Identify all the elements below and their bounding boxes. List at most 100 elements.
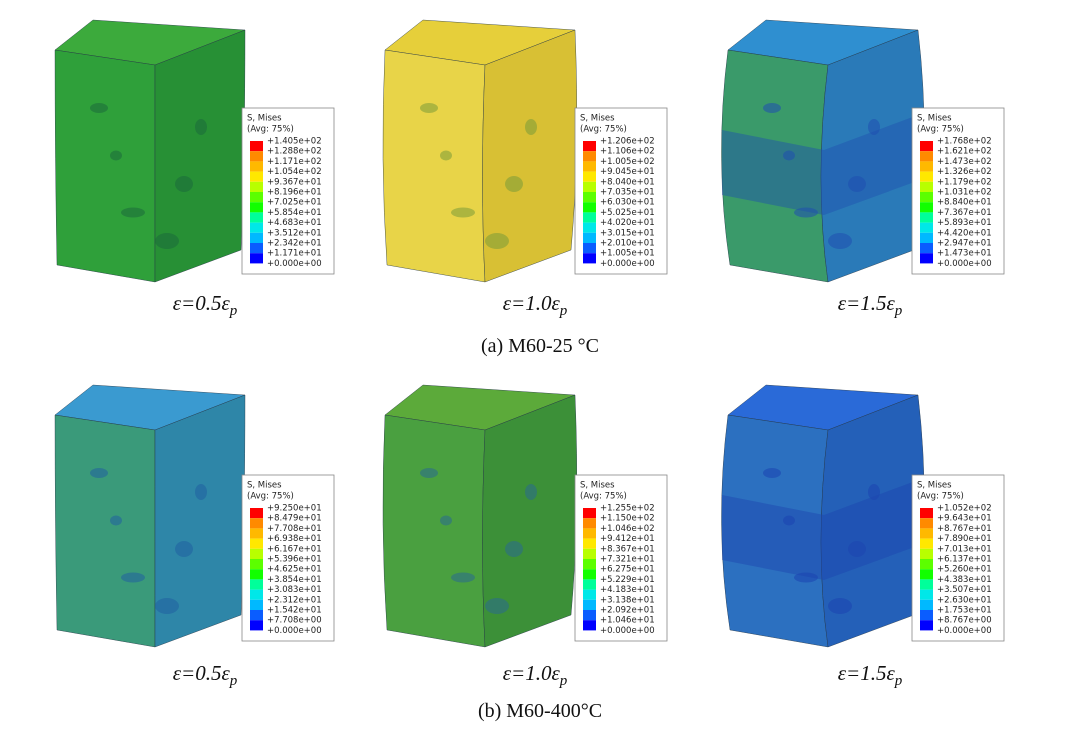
simulation-panel: S, Mises(Avg: 75%)+1.255e+02+1.150e+02+1… (382, 384, 668, 689)
legend-swatch (583, 620, 596, 631)
legend-swatch (250, 151, 263, 162)
stress-contour (828, 598, 852, 614)
legend-level: +5.893e+01 (937, 218, 992, 228)
legend-level: +6.275e+01 (600, 565, 655, 575)
legend-level: +5.260e+01 (937, 565, 992, 575)
legend-swatch (920, 232, 933, 243)
legend-level: +9.045e+01 (600, 167, 655, 177)
legend-title: S, Mises (917, 114, 952, 124)
stress-contour (451, 207, 475, 218)
legend-level: +1.768e+02 (937, 137, 992, 147)
legend-swatch (250, 528, 263, 539)
legend-swatch (250, 569, 263, 580)
block-side-face (482, 394, 577, 648)
legend-level: +7.708e+01 (267, 524, 322, 534)
strain-label: ε=0.5εp (173, 661, 238, 689)
block-front-face (382, 49, 486, 283)
stress-contour (420, 468, 438, 478)
stress-contour (525, 119, 537, 135)
stress-contour (90, 103, 108, 113)
legend-swatch (250, 599, 263, 610)
legend-swatch (250, 548, 263, 559)
legend-swatch (920, 559, 933, 570)
legend-swatch (583, 508, 596, 519)
stress-contour (848, 541, 866, 557)
legend-swatch (583, 192, 596, 203)
legend-swatch (583, 548, 596, 559)
legend-level: +0.000e+00 (937, 259, 992, 269)
legend-title: S, Mises (580, 481, 615, 491)
legend-swatch (920, 548, 933, 559)
strain-text: ε=1.0ε (503, 291, 561, 315)
legend-swatch (250, 508, 263, 519)
stress-contour (90, 468, 108, 478)
stress-contour (505, 176, 523, 192)
legend-subtitle: (Avg: 75%) (917, 125, 964, 135)
legend-swatch (583, 518, 596, 529)
legend-level: +2.342e+01 (267, 239, 322, 249)
legend-level: +1.326e+02 (937, 167, 992, 177)
stress-contour (155, 598, 179, 614)
stress-contour (783, 150, 795, 161)
legend-level: +1.171e+02 (267, 157, 322, 167)
stress-contour (763, 103, 781, 113)
legend-level: +1.405e+02 (267, 137, 322, 147)
legend-level: +8.767e+01 (937, 524, 992, 534)
legend-level: +1.106e+02 (600, 147, 655, 157)
legend-swatch (920, 569, 933, 580)
row-caption: (b) M60-400°C (478, 700, 602, 722)
legend-swatch (250, 161, 263, 172)
stress-contour (868, 484, 880, 500)
legend-swatch (920, 579, 933, 590)
legend-level: +1.005e+01 (600, 249, 655, 259)
legend-level: +1.046e+01 (600, 616, 655, 626)
legend-level: +1.005e+02 (600, 157, 655, 167)
strain-label: ε=1.5εp (838, 291, 903, 319)
legend-level: +3.138e+01 (600, 595, 655, 605)
stress-contour (525, 484, 537, 500)
legend-swatch (583, 243, 596, 254)
legend-level: +3.083e+01 (267, 585, 322, 595)
simulation-panel: S, Mises(Avg: 75%)+1.206e+02+1.106e+02+1… (382, 19, 668, 319)
legend-level: +5.025e+01 (600, 208, 655, 218)
strain-subscript: p (559, 303, 568, 319)
legend-level: +1.473e+02 (937, 157, 992, 167)
legend-subtitle: (Avg: 75%) (247, 492, 294, 502)
stress-contour (121, 207, 145, 218)
legend-swatch (583, 253, 596, 264)
strain-subscript: p (229, 673, 238, 689)
legend-title: S, Mises (580, 114, 615, 124)
legend-level: +2.010e+01 (600, 239, 655, 249)
legend-title: S, Mises (247, 481, 282, 491)
stress-contour (868, 119, 880, 135)
legend-level: +2.092e+01 (600, 606, 655, 616)
legend-title: S, Mises (247, 114, 282, 124)
legend-swatch (583, 538, 596, 549)
legend-level: +0.000e+00 (600, 626, 655, 636)
legend-level: +6.938e+01 (267, 534, 322, 544)
legend-level: +5.229e+01 (600, 575, 655, 585)
legend-level: +8.040e+01 (600, 177, 655, 187)
strain-subscript: p (894, 673, 903, 689)
legend-swatch (583, 589, 596, 600)
legend-level: +1.206e+02 (600, 137, 655, 147)
legend-level: +1.046e+02 (600, 524, 655, 534)
legend-swatch (250, 620, 263, 631)
legend-swatch (920, 141, 933, 152)
legend-swatch (250, 610, 263, 621)
stress-contour (794, 572, 818, 583)
simulation-panel: S, Mises(Avg: 75%)+1.405e+02+1.288e+02+1… (54, 19, 335, 319)
legend-swatch (583, 232, 596, 243)
legend-swatch (920, 508, 933, 519)
legend-swatch (920, 222, 933, 233)
block-front-face (54, 49, 156, 283)
legend-swatch (250, 518, 263, 529)
legend-swatch (920, 599, 933, 610)
stress-contour (420, 103, 438, 113)
stress-contour (485, 598, 509, 614)
legend-level: +1.031e+02 (937, 188, 992, 198)
stress-contour (794, 207, 818, 218)
legend-level: +1.052e+02 (937, 504, 992, 514)
legend-level: +0.000e+00 (600, 259, 655, 269)
legend-swatch (250, 559, 263, 570)
